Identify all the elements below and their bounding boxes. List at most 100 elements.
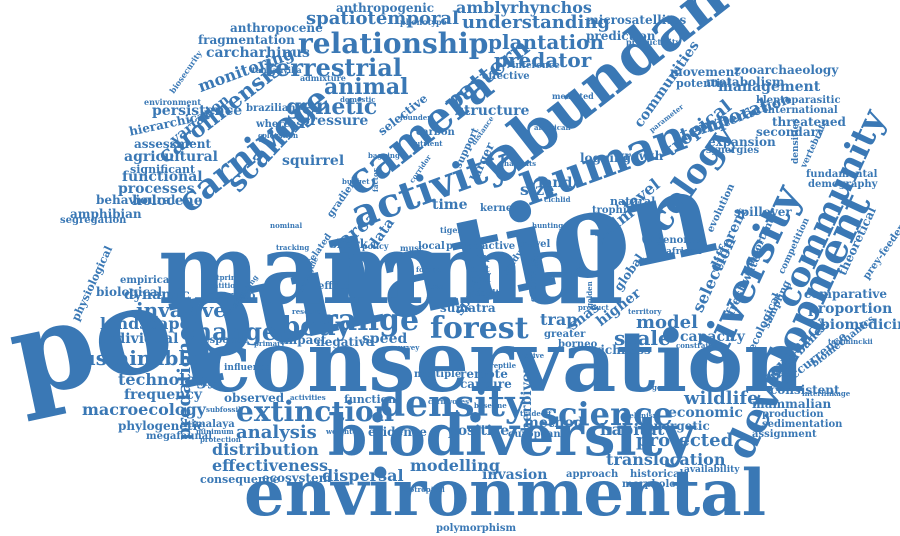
word-distribution: distribution xyxy=(212,440,319,459)
word-relationship: relationship xyxy=(298,27,489,60)
word-neotropical: neotropical xyxy=(400,485,445,494)
word-evidence: evidence xyxy=(368,425,427,439)
word-prey: prey xyxy=(446,241,471,252)
word-effect: effect xyxy=(318,281,350,292)
word-territory: territory xyxy=(628,307,662,316)
word-production: production xyxy=(762,409,824,420)
word-tradeoff: tradeoff xyxy=(520,409,552,418)
word-translocation: translocation xyxy=(606,450,726,469)
word-remote: remote xyxy=(460,367,508,381)
word-interlinkage: interlinkage xyxy=(802,389,851,398)
word-body: body xyxy=(282,312,351,342)
word-risk: risk xyxy=(470,255,490,265)
word-african: african xyxy=(666,247,702,257)
word-animal: animal xyxy=(324,74,409,100)
word-reptile: reptile xyxy=(490,361,517,370)
word-technology: technology xyxy=(118,370,217,389)
word-consequence: consequence xyxy=(200,473,280,486)
word-megafaunal: megafaunal xyxy=(146,431,213,442)
word-richness: richness xyxy=(594,343,651,357)
word-bagging: bagging xyxy=(368,151,400,160)
word-plantation: plantation xyxy=(488,30,604,54)
word-protection: protection xyxy=(200,435,241,444)
word-tiger: tiger xyxy=(440,225,462,235)
word-bird: bird xyxy=(470,275,491,285)
word-ecosystem: ecosystem xyxy=(262,471,332,485)
word-constraint: constraint xyxy=(676,341,717,350)
word-shark: shark xyxy=(330,237,368,251)
word-pressure: pressure xyxy=(300,113,369,129)
word-morphology: morphology xyxy=(622,479,689,490)
word-observed: observed xyxy=(224,391,285,405)
word-european: european xyxy=(508,429,561,440)
word-amblyrhynchos: amblyrhynchos xyxy=(456,0,592,17)
word-movement: movement xyxy=(670,65,740,79)
word-scale: scale xyxy=(614,326,671,350)
word-rate: rate xyxy=(462,241,485,252)
word-primary: primary xyxy=(254,339,285,348)
word-polymorphism: polymorphism xyxy=(436,523,517,534)
word-tracking: tracking xyxy=(276,243,310,252)
word-extent: extent xyxy=(196,379,221,388)
word-demography: demography xyxy=(808,179,878,190)
word-fundamental: fundamental xyxy=(806,169,878,180)
word-assignment: assignment xyxy=(752,429,817,440)
word-terrestrial: terrestrial xyxy=(264,53,402,82)
word-forage: forage xyxy=(416,265,442,274)
word-carnivores: carnivores xyxy=(428,397,470,406)
word-admixture: admixture xyxy=(300,73,346,83)
word-time: time xyxy=(432,197,468,213)
word-density: density xyxy=(380,383,526,425)
word-microsatellites: microsatellites xyxy=(586,13,687,27)
word-mediated: mediated xyxy=(552,91,594,101)
word-impact: impact xyxy=(280,333,327,347)
word-consistent: consistent xyxy=(770,383,840,397)
word-fragmentation: fragmentation xyxy=(198,33,295,47)
word-threatened: threatened xyxy=(772,115,846,129)
word-phylogenetic: phylogenetic xyxy=(118,419,205,433)
word-tanganyika: tanganyika xyxy=(252,65,302,75)
word-product: product xyxy=(578,303,609,312)
word-individual: individual xyxy=(100,331,179,347)
word-kleptoparasitic: kleptoparasitic xyxy=(756,95,841,106)
word-biological: biological xyxy=(96,285,163,299)
word-minimum: minimum xyxy=(196,427,234,436)
word-logging: logging xyxy=(580,151,632,165)
word-nominal: nominal xyxy=(270,221,303,230)
word-carcharhinus: carcharhinus xyxy=(206,45,310,61)
word-must: must xyxy=(400,243,423,253)
word-himalaya: himalaya xyxy=(184,419,235,430)
word-dentition: dentition xyxy=(204,281,240,290)
word-processes: processes xyxy=(118,181,195,197)
word-functional: functional xyxy=(122,169,203,185)
word-predator: predator xyxy=(494,48,592,72)
word-zooarchaeology: zooarchaeology xyxy=(734,63,839,77)
word-sedimentation: sedimentation xyxy=(762,419,843,430)
word-carbon: carbon xyxy=(416,127,455,138)
word-native: native xyxy=(520,351,545,360)
word-domestic: domestic xyxy=(340,95,376,104)
word-anthropogenic: anthropogenic xyxy=(336,1,435,15)
word-cichlid: cichlid xyxy=(544,195,571,204)
word-amphibian: amphibian xyxy=(70,207,142,221)
word-structure: structure xyxy=(456,103,530,119)
word-result: result xyxy=(470,289,500,299)
word-management: management xyxy=(718,79,821,95)
word-diet: diet xyxy=(470,265,490,275)
word-analysis: analysis xyxy=(236,422,317,443)
word-founder: founder xyxy=(400,113,431,122)
word-activities: activities xyxy=(290,393,326,402)
word-wildlife: wildlife xyxy=(684,388,759,409)
word-spillover: spillover xyxy=(734,205,792,219)
word-melanism: melanism xyxy=(622,411,661,420)
word-squirrel: squirrel xyxy=(282,153,345,169)
word-change: change xyxy=(180,317,278,346)
word-function: function xyxy=(344,393,397,406)
word-brazilian: brazilian xyxy=(246,103,296,114)
word-protected: protected xyxy=(636,430,734,451)
word-densities: densities xyxy=(791,118,801,164)
word-environmental: environmental xyxy=(244,456,766,531)
word-macroecology: macroecology xyxy=(82,400,206,419)
word-kernel: kernel xyxy=(480,203,516,214)
word-invasion: invasion xyxy=(482,467,548,483)
